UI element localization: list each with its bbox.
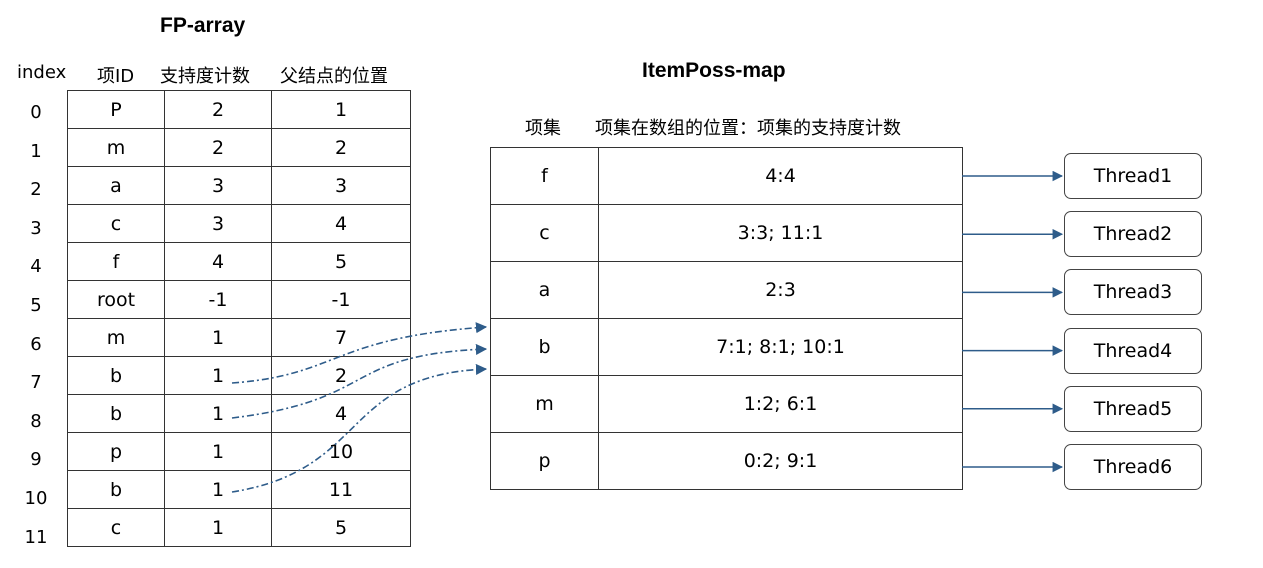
itemset-row: m 1:2; 6:1 xyxy=(490,375,963,433)
item-id-cell: m xyxy=(67,318,165,357)
thread-box: Thread4 xyxy=(1064,327,1202,374)
parent-position-cell: 4 xyxy=(271,394,411,433)
item-id-cell: b xyxy=(67,356,165,395)
itemset-row: p 0:2; 9:1 xyxy=(490,432,963,490)
itemset-row: c 3:3; 11:1 xyxy=(490,204,963,262)
itemset-cell: p xyxy=(490,432,599,490)
itemset-row: b 7:1; 8:1; 10:1 xyxy=(490,318,963,376)
positions-cell: 1:2; 6:1 xyxy=(598,375,963,433)
thread-box: Thread6 xyxy=(1064,444,1202,490)
header-itemset: 项集 xyxy=(525,118,561,139)
index-label: 11 xyxy=(24,526,48,548)
header-index: index xyxy=(17,62,67,83)
fp-row: b 1 11 xyxy=(67,470,411,509)
index-label: 9 xyxy=(30,449,42,471)
fp-array-table: P 2 1 m 2 2 a 3 3 c 3 4 f 4 5 root -1 -1 m 1 7 b 1 2 b 1 4 p 1 10 b 1 11… xyxy=(67,90,411,547)
positions-cell: 0:2; 9:1 xyxy=(598,432,963,490)
thread-box: Thread3 xyxy=(1064,269,1202,316)
parent-position-cell: 5 xyxy=(271,508,411,547)
header-parent-position: 父结点的位置 xyxy=(280,66,388,87)
parent-position-cell: 5 xyxy=(271,242,411,281)
parent-position-cell: 2 xyxy=(271,128,411,167)
header-itemset-positions: 项集在数组的位置：项集的支持度计数 xyxy=(595,118,901,139)
index-label: 3 xyxy=(30,217,42,239)
itemset-cell: b xyxy=(490,318,599,376)
support-count-cell: 1 xyxy=(164,394,272,433)
support-count-cell: 2 xyxy=(164,128,272,167)
positions-cell: 3:3; 11:1 xyxy=(598,204,963,262)
thread-box: Thread5 xyxy=(1064,385,1202,432)
position-link-arrow xyxy=(231,322,488,384)
fp-array-title: FP-array xyxy=(160,14,246,37)
index-label: 8 xyxy=(30,410,42,432)
index-label: 10 xyxy=(24,488,48,509)
index-label: 5 xyxy=(30,295,42,316)
index-label: 6 xyxy=(30,333,42,355)
fp-row: root -1 -1 xyxy=(67,280,411,319)
support-count-cell: 1 xyxy=(164,432,272,471)
header-support-count: 支持度计数 xyxy=(160,66,250,87)
item-id-cell: p xyxy=(67,432,165,471)
itemset-cell: f xyxy=(490,147,599,205)
index-label: 2 xyxy=(30,179,42,201)
support-count-cell: 1 xyxy=(164,318,272,357)
positions-cell: 4:4 xyxy=(598,147,963,205)
positions-cell: 7:1; 8:1; 10:1 xyxy=(598,318,963,376)
support-count-cell: 4 xyxy=(164,242,272,281)
thread-box: Thread2 xyxy=(1064,211,1202,258)
index-label: 1 xyxy=(30,140,42,162)
itemposs-map-table: f 4:4 c 3:3; 11:1 a 2:3 b 7:1; 8:1; 10:1 m 1:2; 6… xyxy=(490,147,963,490)
position-link-arrow xyxy=(231,363,488,493)
support-count-cell: 1 xyxy=(164,470,272,509)
itemset-row: f 4:4 xyxy=(490,147,963,205)
itemposs-map-title: ItemPoss-map xyxy=(642,59,786,82)
position-link-arrow xyxy=(231,343,488,419)
item-id-cell: P xyxy=(67,90,165,129)
parent-position-cell: 7 xyxy=(271,318,411,357)
parent-position-cell: 4 xyxy=(271,204,411,243)
item-id-cell: c xyxy=(67,204,165,243)
index-label: 4 xyxy=(30,256,42,278)
index-label: 0 xyxy=(30,102,42,123)
support-count-cell: 3 xyxy=(164,166,272,205)
item-id-cell: c xyxy=(67,508,165,547)
support-count-cell: 3 xyxy=(164,204,272,243)
index-label: 7 xyxy=(30,372,42,394)
thread-box: Thread1 xyxy=(1064,153,1202,199)
itemset-cell: m xyxy=(490,375,599,433)
support-count-cell: 1 xyxy=(164,508,272,547)
header-item-id: 项ID xyxy=(97,66,135,87)
parent-position-cell: 1 xyxy=(271,90,411,129)
